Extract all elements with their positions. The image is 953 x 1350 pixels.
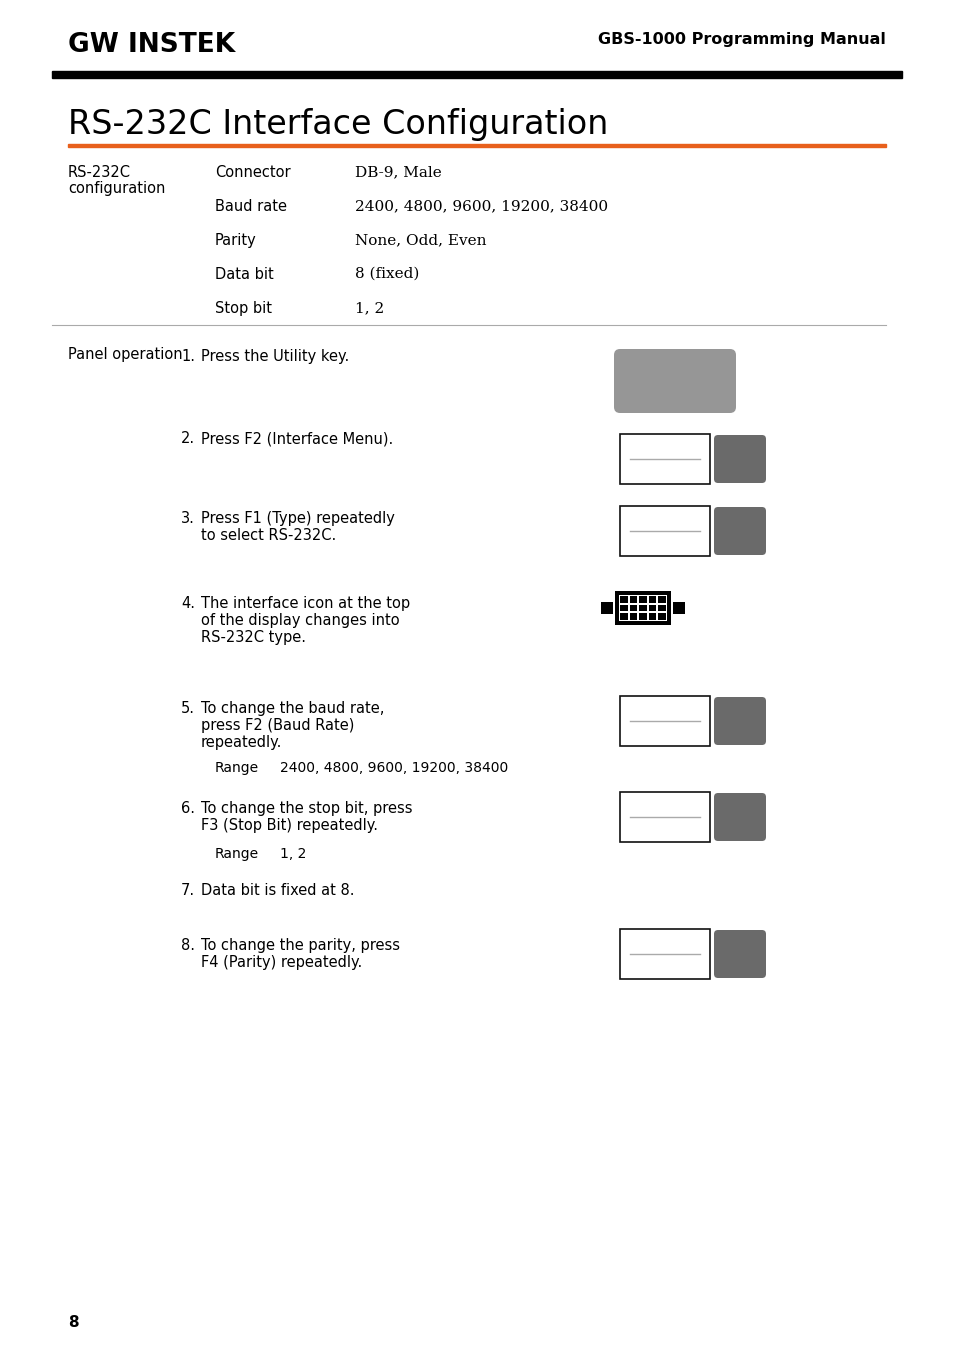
Bar — [648, 605, 656, 612]
Bar — [658, 605, 665, 612]
Bar — [615, 591, 670, 625]
Text: Stop bit: Stop bit — [214, 301, 272, 316]
Text: 1, 2: 1, 2 — [355, 301, 384, 315]
Text: 1, 2: 1, 2 — [280, 846, 306, 861]
Text: RS-232C Interface Configuration: RS-232C Interface Configuration — [68, 108, 608, 140]
Bar — [52, 72, 901, 78]
Bar — [619, 929, 709, 979]
Text: Range: Range — [214, 846, 259, 861]
Bar — [639, 605, 646, 612]
Bar — [619, 506, 709, 556]
Bar — [629, 605, 637, 612]
Bar — [648, 613, 656, 620]
Text: Range: Range — [214, 761, 259, 775]
Bar — [619, 697, 709, 747]
Bar — [619, 792, 709, 842]
Text: Press F1 (Type) repeatedly: Press F1 (Type) repeatedly — [201, 512, 395, 526]
Text: Press the Utility key.: Press the Utility key. — [201, 350, 349, 365]
Text: 1.: 1. — [181, 350, 194, 365]
Text: F3 (Stop Bit) repeatedly.: F3 (Stop Bit) repeatedly. — [201, 818, 377, 833]
Bar — [619, 595, 627, 603]
Text: of the display changes into: of the display changes into — [201, 613, 399, 628]
FancyBboxPatch shape — [713, 697, 765, 745]
Bar — [658, 613, 665, 620]
Text: configuration: configuration — [68, 181, 165, 196]
Text: GBS-1000 Programming Manual: GBS-1000 Programming Manual — [598, 32, 885, 47]
Bar — [600, 602, 613, 614]
Bar — [639, 595, 646, 603]
Text: Press F2 (Interface Menu).: Press F2 (Interface Menu). — [201, 431, 393, 446]
Text: 6.: 6. — [181, 801, 194, 815]
Bar — [639, 613, 646, 620]
Text: The interface icon at the top: The interface icon at the top — [201, 595, 410, 612]
Bar — [648, 595, 656, 603]
Bar — [672, 602, 684, 614]
Bar — [618, 595, 666, 621]
FancyBboxPatch shape — [713, 508, 765, 555]
Text: 2.: 2. — [181, 431, 194, 446]
Text: to select RS-232C.: to select RS-232C. — [201, 528, 335, 543]
Text: 4.: 4. — [181, 595, 194, 612]
Text: 2400, 4800, 9600, 19200, 38400: 2400, 4800, 9600, 19200, 38400 — [280, 761, 508, 775]
Bar — [619, 613, 627, 620]
Bar — [658, 595, 665, 603]
Text: Baud rate: Baud rate — [214, 198, 287, 215]
Text: To change the stop bit, press: To change the stop bit, press — [201, 801, 412, 815]
Bar — [52, 70, 901, 72]
Text: DB-9, Male: DB-9, Male — [355, 165, 441, 180]
FancyBboxPatch shape — [713, 792, 765, 841]
Text: 2400, 4800, 9600, 19200, 38400: 2400, 4800, 9600, 19200, 38400 — [355, 198, 607, 213]
FancyBboxPatch shape — [713, 930, 765, 977]
Text: GW INSTEK: GW INSTEK — [68, 32, 234, 58]
Bar — [629, 595, 637, 603]
Text: RS-232C type.: RS-232C type. — [201, 630, 306, 645]
FancyBboxPatch shape — [614, 350, 735, 413]
Text: None, Odd, Even: None, Odd, Even — [355, 234, 486, 247]
Text: 8.: 8. — [181, 938, 194, 953]
Text: press F2 (Baud Rate): press F2 (Baud Rate) — [201, 718, 354, 733]
Bar — [619, 605, 627, 612]
Text: To change the baud rate,: To change the baud rate, — [201, 701, 384, 716]
Text: Data bit: Data bit — [214, 267, 274, 282]
Text: 7.: 7. — [181, 883, 194, 898]
Text: Data bit is fixed at 8.: Data bit is fixed at 8. — [201, 883, 355, 898]
Text: 8 (fixed): 8 (fixed) — [355, 267, 419, 281]
Bar — [68, 143, 885, 147]
Text: Parity: Parity — [214, 234, 256, 248]
Text: F4 (Parity) repeatedly.: F4 (Parity) repeatedly. — [201, 954, 362, 971]
Text: repeatedly.: repeatedly. — [201, 734, 282, 751]
Text: Connector: Connector — [214, 165, 291, 180]
Text: 3.: 3. — [181, 512, 194, 526]
Bar — [619, 433, 709, 485]
Text: Panel operation: Panel operation — [68, 347, 182, 362]
Text: 8: 8 — [68, 1315, 78, 1330]
Text: RS-232C: RS-232C — [68, 165, 131, 180]
Bar — [629, 613, 637, 620]
Text: 5.: 5. — [181, 701, 194, 716]
FancyBboxPatch shape — [713, 435, 765, 483]
Text: To change the parity, press: To change the parity, press — [201, 938, 399, 953]
